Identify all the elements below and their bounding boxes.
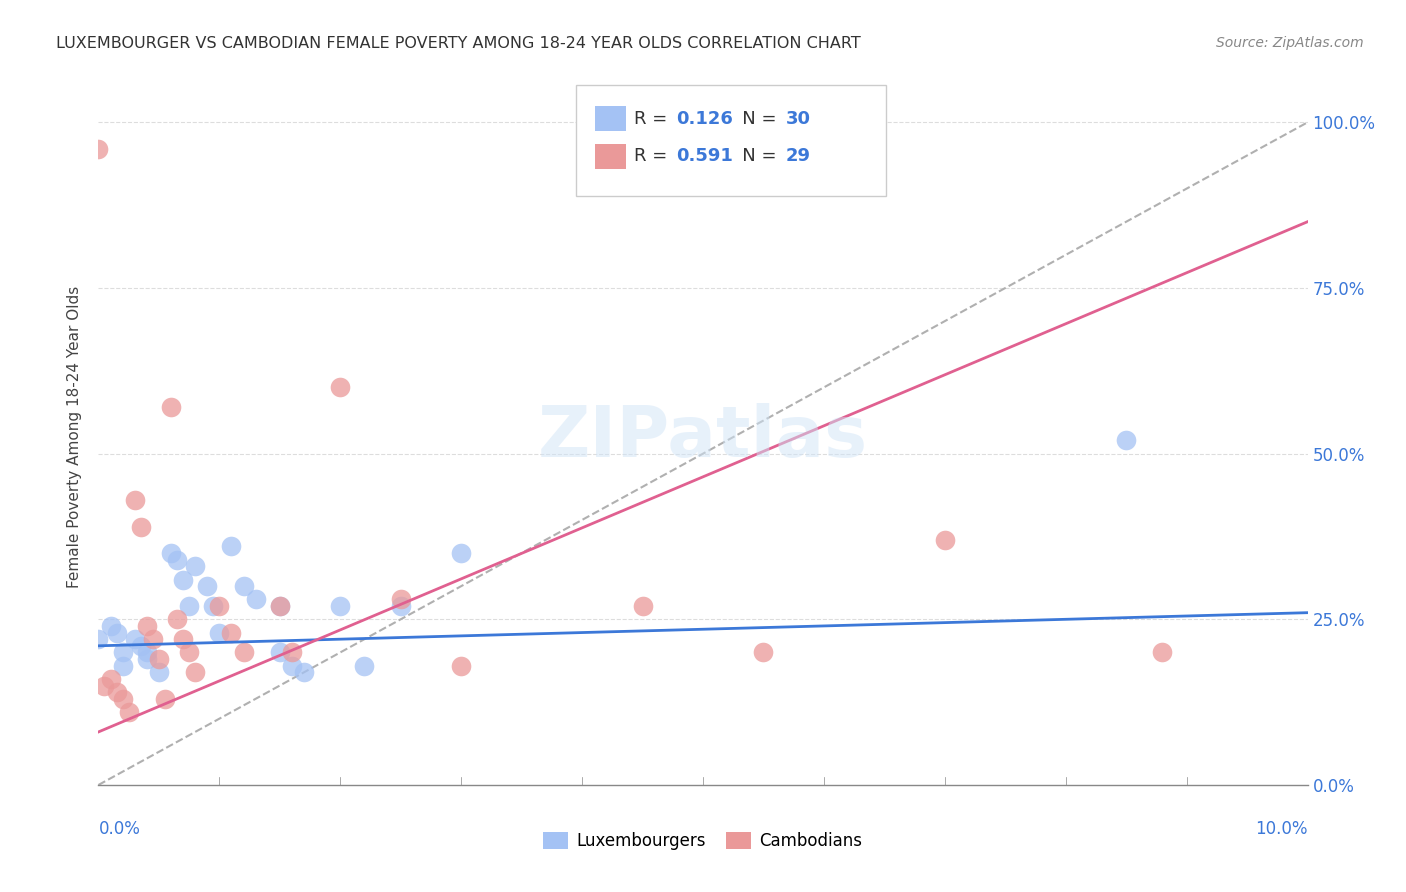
Point [269,599,291,613]
Point [105,625,128,640]
Point [100,672,122,686]
Point [111,645,134,659]
Point [142,632,165,647]
Point [208,625,231,640]
Point [105,685,128,699]
Point [208,599,231,613]
Point [269,645,291,659]
Point [93,679,115,693]
Point [166,612,188,626]
Point [184,559,207,574]
Point [269,599,291,613]
Point [450,546,472,560]
Point [1152,645,1174,659]
Point [195,579,218,593]
Text: 30: 30 [786,110,811,128]
Point [179,599,201,613]
Text: 29: 29 [786,147,811,165]
Text: 0.591: 0.591 [676,147,733,165]
Point [389,592,412,607]
Text: ZIPatlas: ZIPatlas [538,402,868,472]
Point [184,665,207,680]
Point [160,401,183,415]
Point [87,632,110,647]
Point [100,619,122,633]
Point [245,592,267,607]
Point [148,665,170,680]
Text: N =: N = [725,147,783,165]
Point [631,599,654,613]
Point [129,639,152,653]
Point [232,579,254,593]
Point [172,573,194,587]
Point [172,632,194,647]
Point [153,691,176,706]
Point [135,652,157,666]
Point [124,493,146,508]
Point [329,599,352,613]
Point [148,652,170,666]
Text: R =: R = [634,110,673,128]
Point [111,658,134,673]
Text: 0.0%: 0.0% [98,820,141,838]
Text: LUXEMBOURGER VS CAMBODIAN FEMALE POVERTY AMONG 18-24 YEAR OLDS CORRELATION CHART: LUXEMBOURGER VS CAMBODIAN FEMALE POVERTY… [56,36,860,51]
Point [87,142,110,156]
Point [934,533,956,547]
Point [166,552,188,566]
Point [281,645,304,659]
Point [221,540,243,554]
Legend: Luxembourgers, Cambodians: Luxembourgers, Cambodians [537,825,869,856]
Point [160,546,183,560]
Point [389,599,412,613]
Text: 0.126: 0.126 [676,110,733,128]
Y-axis label: Female Poverty Among 18-24 Year Olds: Female Poverty Among 18-24 Year Olds [67,286,83,588]
Text: R =: R = [634,147,673,165]
Text: Source: ZipAtlas.com: Source: ZipAtlas.com [1216,36,1364,50]
Point [118,705,141,719]
Point [329,380,352,394]
Point [179,645,201,659]
Point [135,645,157,659]
Point [129,519,152,533]
Point [353,658,375,673]
Point [221,625,243,640]
Point [124,632,146,647]
Point [752,645,775,659]
Point [232,645,254,659]
Text: 10.0%: 10.0% [1256,820,1308,838]
Point [292,665,315,680]
Text: N =: N = [725,110,783,128]
Point [281,658,304,673]
Point [450,658,472,673]
Point [202,599,225,613]
Point [1115,434,1137,448]
Point [135,619,157,633]
Point [111,691,134,706]
